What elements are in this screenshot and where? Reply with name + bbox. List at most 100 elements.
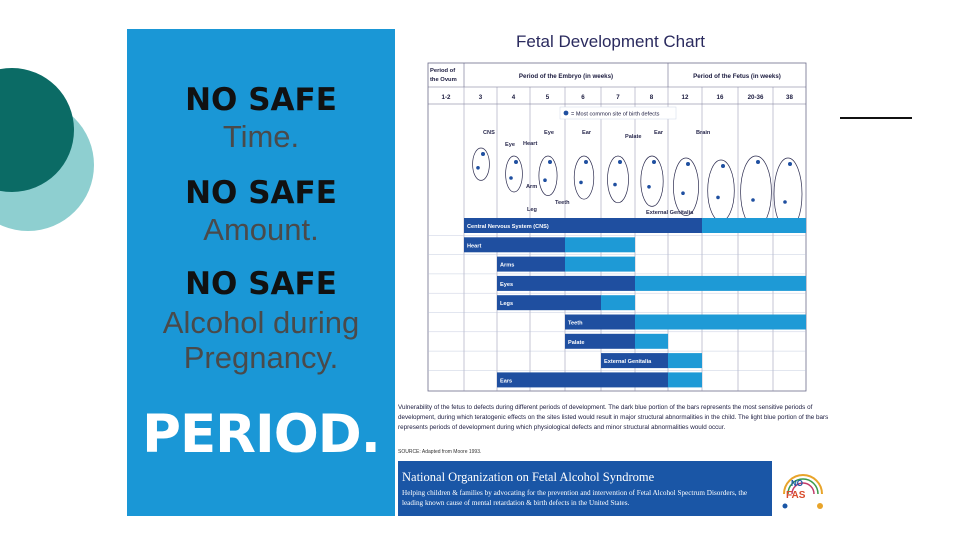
embryo-sketch bbox=[673, 157, 699, 216]
period-label: 5 bbox=[546, 94, 550, 101]
defect-site-dot bbox=[481, 152, 485, 156]
structure-label: Palate bbox=[625, 134, 641, 140]
poster-line-no-safe-1: NO SAFE bbox=[185, 82, 337, 118]
bar-sensitive-segment bbox=[565, 333, 635, 349]
bar-minor-segment bbox=[635, 333, 668, 349]
horizontal-rule bbox=[840, 117, 912, 119]
embryo-sketch bbox=[472, 147, 490, 181]
legend-box bbox=[559, 106, 677, 120]
period-label: 20-36 bbox=[748, 94, 764, 101]
nofas-logo: NO FAS bbox=[776, 468, 830, 518]
defect-site-dot bbox=[686, 162, 690, 166]
defect-site-dot bbox=[756, 160, 760, 164]
bar-sensitive-segment bbox=[464, 218, 702, 233]
period-label: 12 bbox=[682, 94, 689, 101]
poster-line-time: Time. bbox=[222, 119, 300, 154]
structure-label: Heart bbox=[523, 141, 537, 147]
defect-site-dot bbox=[509, 176, 513, 180]
bar-sensitive-segment bbox=[497, 295, 601, 311]
bar-label: External Genitalia bbox=[604, 359, 652, 365]
structure-label: Teeth bbox=[555, 200, 570, 206]
embryo-sketch bbox=[505, 155, 523, 193]
defect-site-dot bbox=[543, 178, 547, 182]
bar-label: Ears bbox=[500, 378, 512, 384]
defect-site-dot bbox=[618, 160, 622, 164]
embryo-sketch bbox=[607, 155, 629, 204]
period-label: 3 bbox=[479, 94, 483, 101]
defect-site-dot bbox=[681, 191, 685, 195]
dark-teal-circle bbox=[0, 68, 74, 192]
defect-site-dot bbox=[652, 160, 656, 164]
period-label: 4 bbox=[512, 94, 516, 101]
structure-label: Leg bbox=[527, 207, 538, 213]
poster-line-period: PERIOD. bbox=[142, 404, 381, 465]
bar-minor-segment bbox=[601, 295, 635, 311]
bar-minor-segment bbox=[668, 372, 702, 388]
defect-site-dot bbox=[514, 160, 518, 164]
header-embryo: Period of the Embryo (in weeks) bbox=[519, 73, 613, 80]
logo-no-text: NO bbox=[791, 479, 803, 488]
bar-sensitive-segment bbox=[565, 314, 635, 330]
chart-title: Fetal Development Chart bbox=[516, 32, 705, 51]
bar-label: Arms bbox=[500, 263, 514, 269]
nofas-tagline: Helping children & families by advocatin… bbox=[402, 489, 748, 508]
bar-minor-segment bbox=[565, 237, 635, 253]
bar-sensitive-segment bbox=[601, 353, 668, 369]
period-label: 6 bbox=[581, 94, 585, 101]
structure-label: Eye bbox=[505, 142, 515, 148]
nofas-banner: National Organization on Fetal Alcohol S… bbox=[398, 461, 772, 516]
header-fetus: Period of the Fetus (in weeks) bbox=[693, 73, 781, 80]
chart-plot: Period of the Ovum Period of the Embryo (i… bbox=[427, 62, 807, 392]
embryo-sketch bbox=[740, 155, 772, 229]
poster-line-no-safe-3: NO SAFE bbox=[185, 266, 337, 302]
bar-label: Palate bbox=[568, 340, 584, 346]
period-label: 16 bbox=[717, 94, 724, 101]
poster-line-no-safe-2: NO SAFE bbox=[185, 175, 337, 211]
bar-minor-segment bbox=[635, 275, 806, 291]
defect-site-dot bbox=[548, 160, 552, 164]
bar-minor-segment bbox=[702, 218, 806, 233]
structure-label: Brain bbox=[696, 130, 711, 136]
poster-line-amount: Amount. bbox=[203, 212, 319, 247]
bar-label: Central Nervous System (CNS) bbox=[467, 224, 549, 230]
structure-label: CNS bbox=[483, 130, 495, 136]
embryo-sketch bbox=[640, 155, 664, 207]
header-ovum-line2: the Ovum bbox=[430, 77, 457, 83]
defect-site-dot bbox=[721, 164, 725, 168]
bar-label: Teeth bbox=[568, 321, 583, 327]
structure-label: Ear bbox=[582, 130, 592, 136]
defect-site-dot bbox=[476, 166, 480, 170]
logo-fas-text: FAS bbox=[786, 490, 806, 501]
legend-dot-icon bbox=[563, 110, 569, 116]
period-label: 1-2 bbox=[442, 94, 452, 101]
bar-minor-segment bbox=[668, 353, 702, 369]
structure-label: Arm bbox=[526, 184, 537, 190]
defect-site-dot bbox=[751, 198, 755, 202]
bar-sensitive-segment bbox=[464, 237, 565, 253]
defect-site-dot bbox=[647, 185, 651, 189]
embryo-sketch bbox=[538, 155, 558, 196]
bar-sensitive-segment bbox=[497, 372, 668, 388]
header-ovum-line1: Period of bbox=[430, 68, 455, 74]
bar-label: Eyes bbox=[500, 282, 513, 288]
fetal-development-chart: Fetal Development Chart Period of the Ovu… bbox=[396, 28, 836, 518]
defect-site-dot bbox=[783, 200, 787, 204]
embryo-sketch bbox=[573, 155, 595, 200]
defect-site-dot bbox=[716, 195, 720, 200]
structure-label: External Genitalia bbox=[646, 210, 694, 216]
structure-label: Ear bbox=[654, 130, 664, 136]
period-label: 8 bbox=[650, 94, 654, 101]
legend-text: = Most common site of birth defects bbox=[571, 112, 660, 118]
chart-caption: Vulnerability of the fetus to defects du… bbox=[398, 404, 829, 431]
decorative-circles bbox=[0, 68, 94, 231]
embryo-sketch bbox=[707, 159, 735, 222]
nofas-name: National Organization on Fetal Alcohol S… bbox=[402, 470, 655, 484]
bar-label: Heart bbox=[467, 243, 481, 249]
defect-site-dot bbox=[613, 182, 617, 187]
period-label: 38 bbox=[786, 94, 793, 101]
defect-site-dot bbox=[579, 180, 583, 185]
bar-minor-segment bbox=[635, 314, 806, 330]
bar-label: Legs bbox=[500, 301, 513, 307]
poster-line-alcohol: Alcohol during bbox=[162, 305, 360, 340]
bar-sensitive-segment bbox=[497, 256, 565, 272]
